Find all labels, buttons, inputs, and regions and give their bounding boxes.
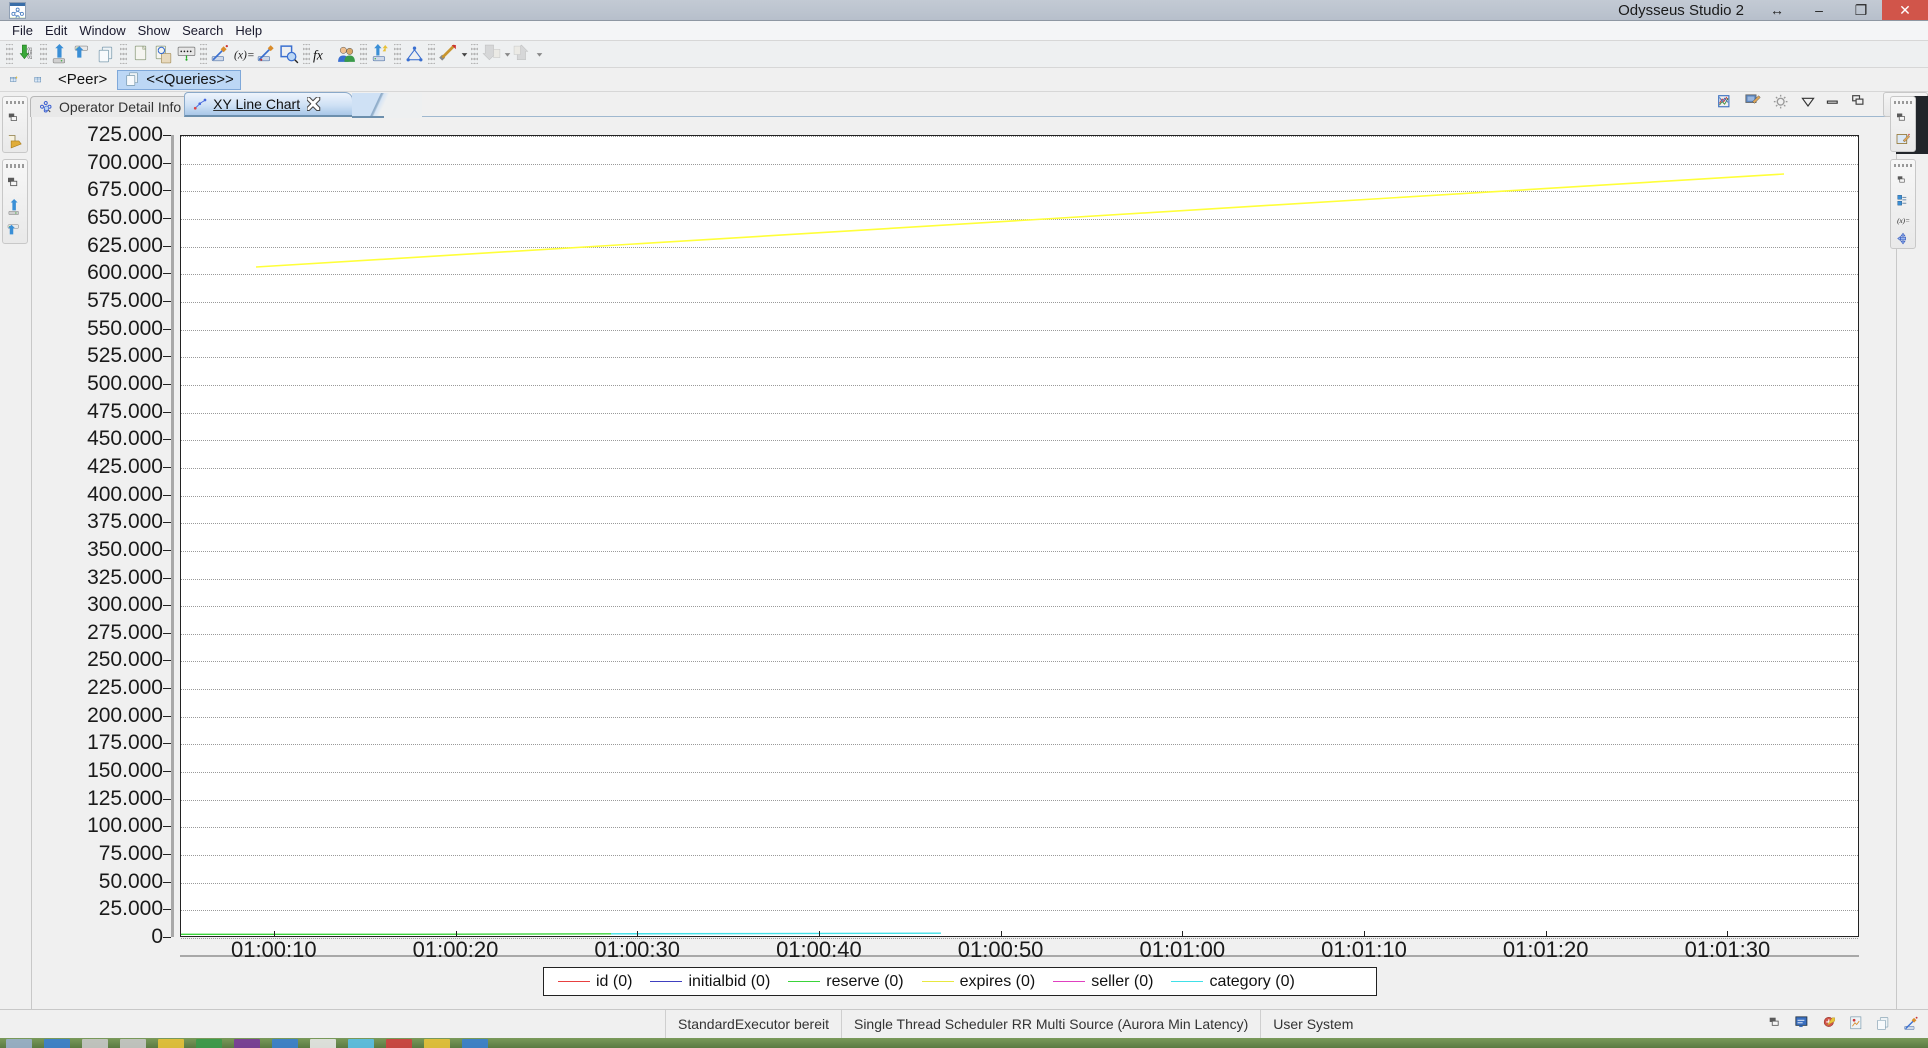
svg-text:(x)=: (x)= [1897, 217, 1910, 225]
svg-text:fx: fx [313, 47, 323, 62]
svg-text:01: 01 [28, 54, 33, 59]
svg-text:(x)=: (x)= [234, 49, 254, 61]
